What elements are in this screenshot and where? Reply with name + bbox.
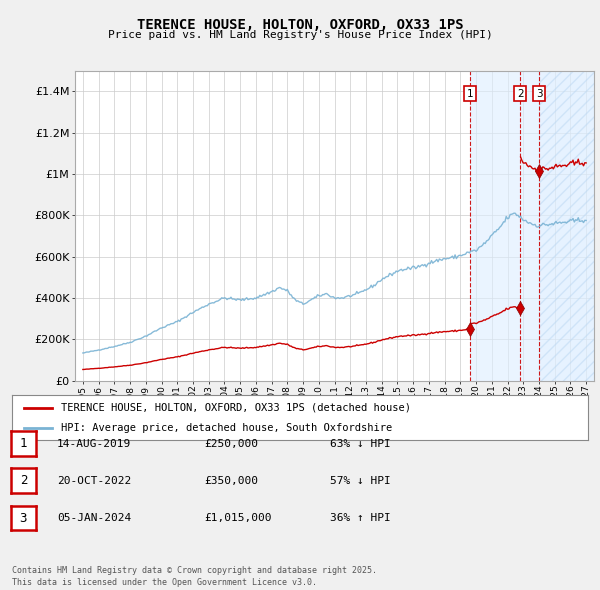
- Text: 3: 3: [20, 512, 27, 525]
- Text: 05-JAN-2024: 05-JAN-2024: [57, 513, 131, 523]
- Text: HPI: Average price, detached house, South Oxfordshire: HPI: Average price, detached house, Sout…: [61, 424, 392, 434]
- Text: £1,015,000: £1,015,000: [204, 513, 271, 523]
- Bar: [470, 71, 594, 381]
- Text: 36% ↑ HPI: 36% ↑ HPI: [330, 513, 391, 523]
- Text: 1: 1: [20, 437, 27, 450]
- Text: 1: 1: [467, 88, 473, 99]
- Bar: [539, 71, 594, 381]
- Text: 2: 2: [20, 474, 27, 487]
- Text: TERENCE HOUSE, HOLTON, OXFORD, OX33 1PS (detached house): TERENCE HOUSE, HOLTON, OXFORD, OX33 1PS …: [61, 403, 411, 412]
- Text: £350,000: £350,000: [204, 476, 258, 486]
- Text: 63% ↓ HPI: 63% ↓ HPI: [330, 439, 391, 448]
- Text: Price paid vs. HM Land Registry's House Price Index (HPI): Price paid vs. HM Land Registry's House …: [107, 31, 493, 40]
- Text: 14-AUG-2019: 14-AUG-2019: [57, 439, 131, 448]
- Text: 57% ↓ HPI: 57% ↓ HPI: [330, 476, 391, 486]
- Text: £250,000: £250,000: [204, 439, 258, 448]
- Text: TERENCE HOUSE, HOLTON, OXFORD, OX33 1PS: TERENCE HOUSE, HOLTON, OXFORD, OX33 1PS: [137, 18, 463, 32]
- Text: Contains HM Land Registry data © Crown copyright and database right 2025.
This d: Contains HM Land Registry data © Crown c…: [12, 566, 377, 587]
- Text: 20-OCT-2022: 20-OCT-2022: [57, 476, 131, 486]
- Bar: [539, 71, 594, 381]
- Text: 2: 2: [517, 88, 523, 99]
- Text: 3: 3: [536, 88, 542, 99]
